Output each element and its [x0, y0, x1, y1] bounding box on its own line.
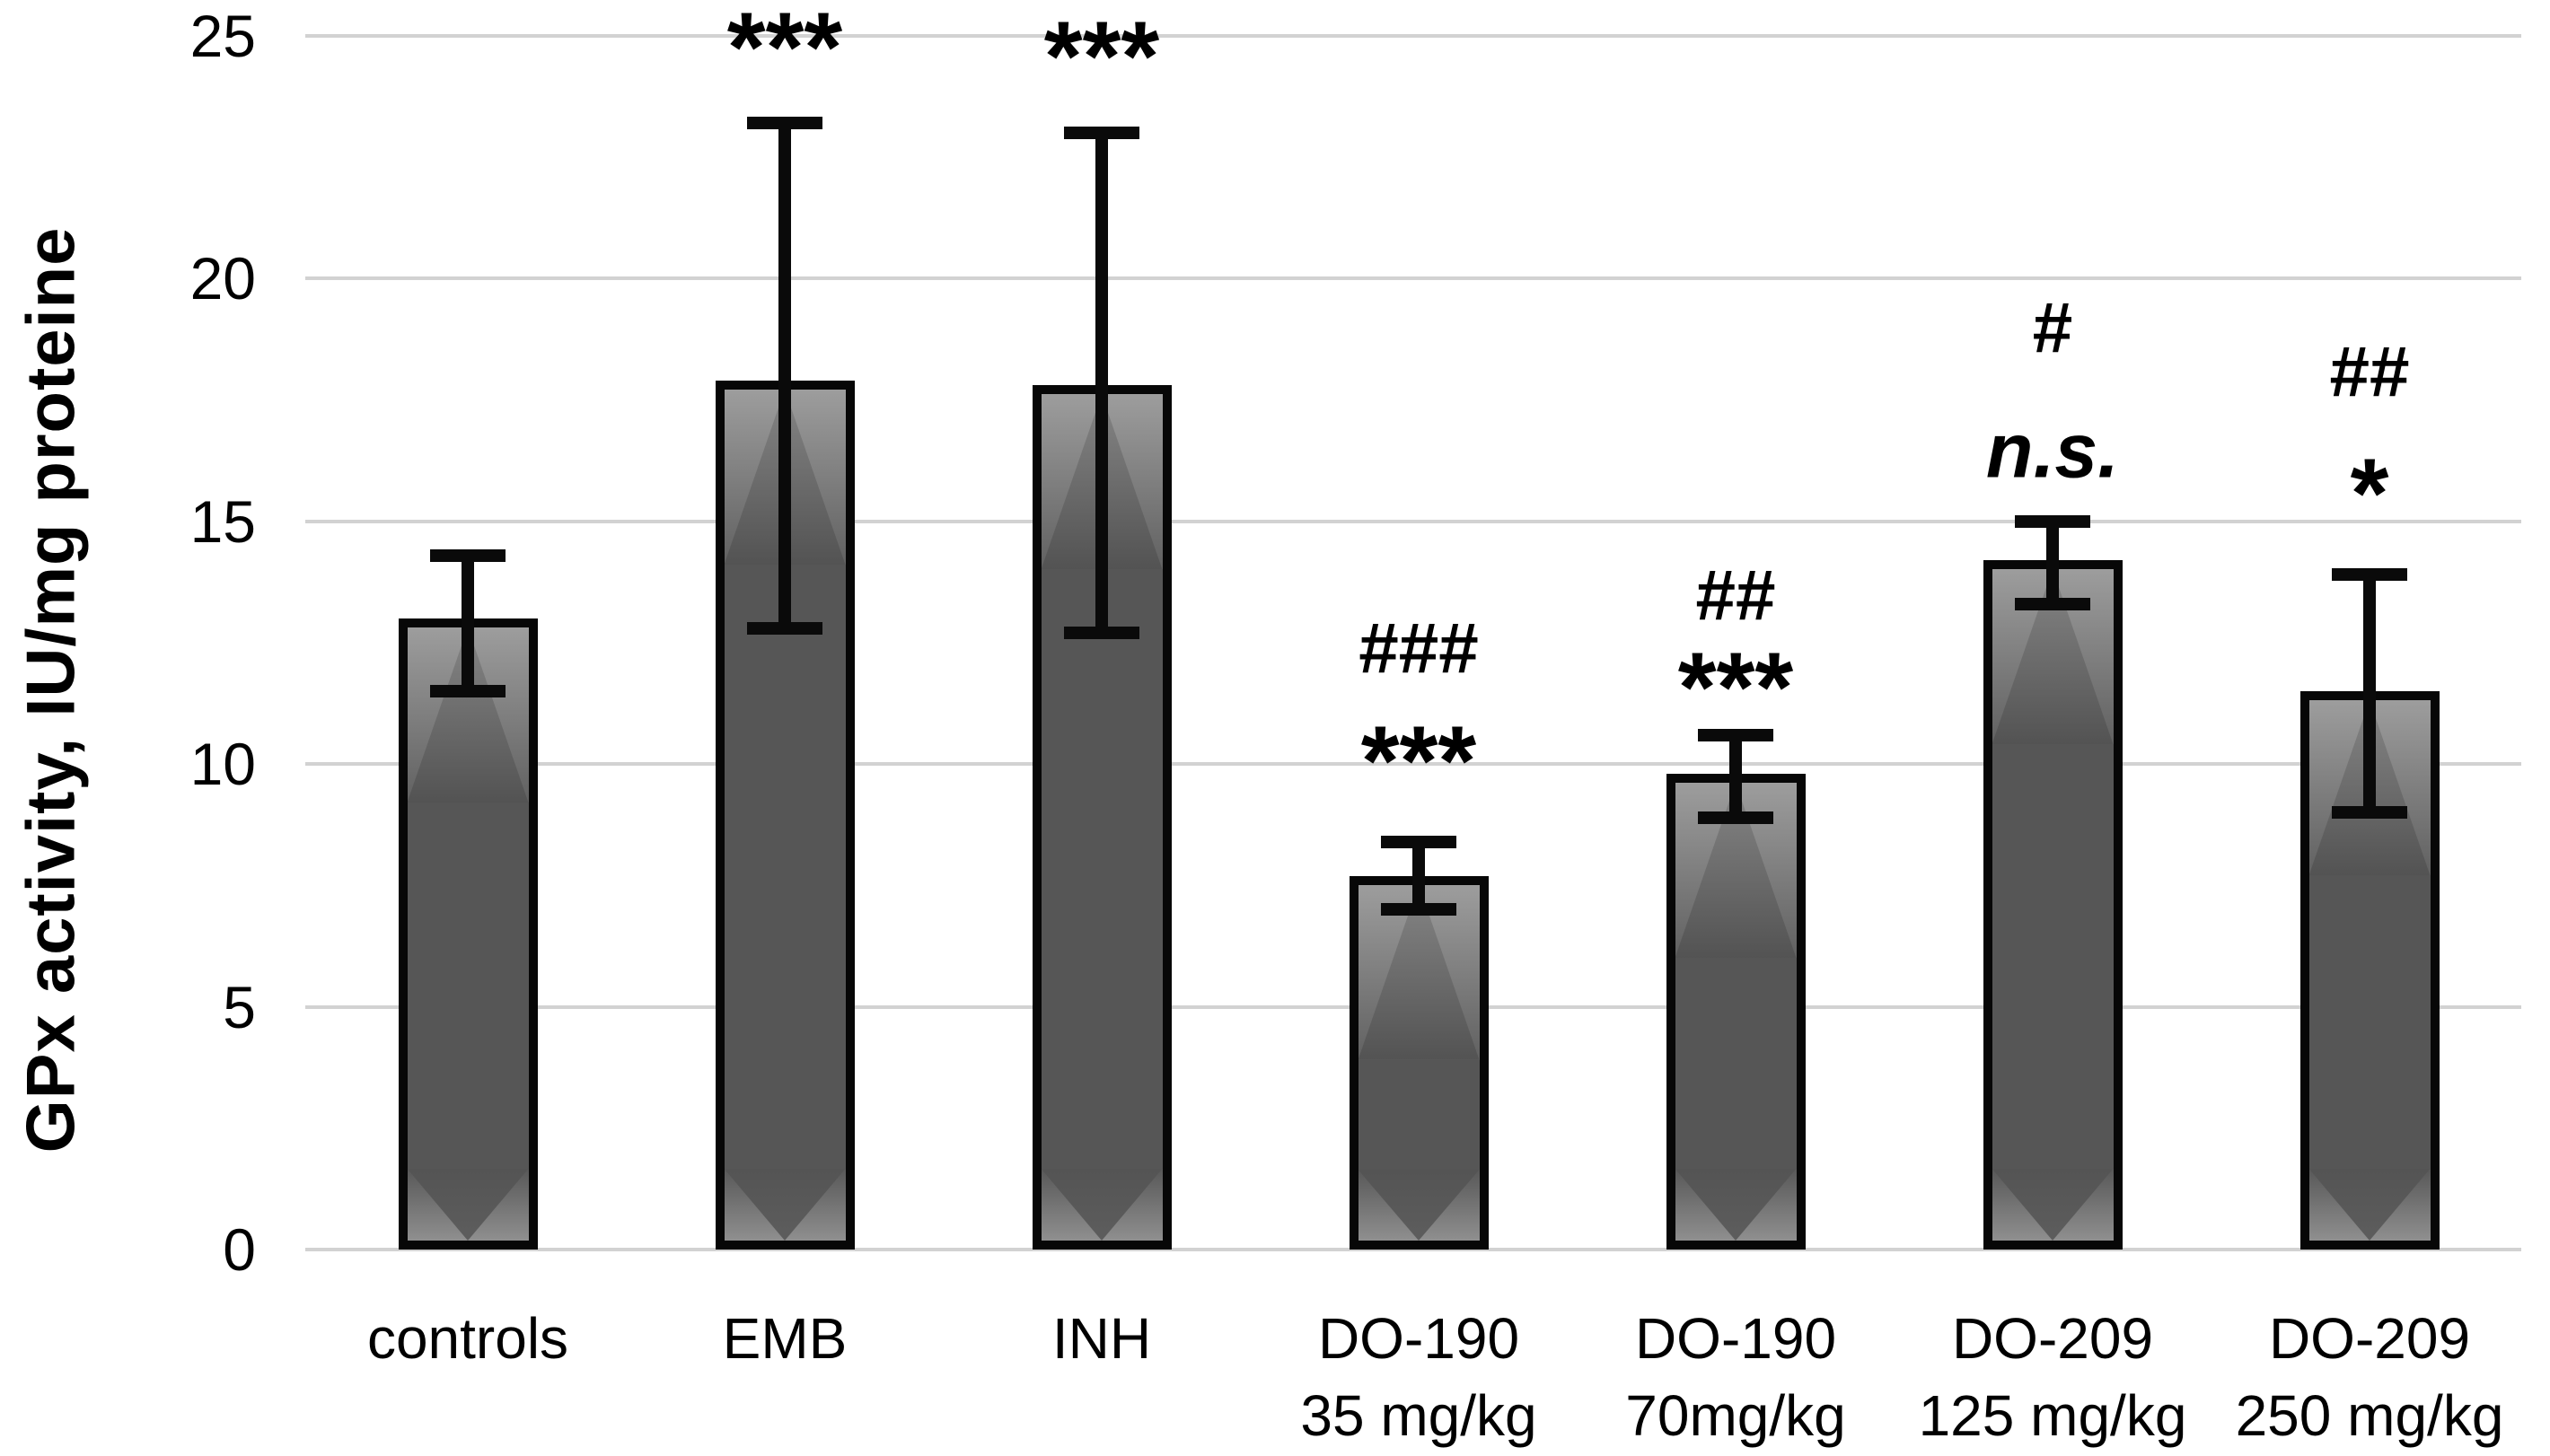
error-bar-cap-top	[430, 548, 506, 562]
error-bar-cap-top	[1381, 835, 1456, 848]
error-bar-cap-bottom	[747, 621, 822, 635]
error-bar-cap-bottom	[2332, 806, 2407, 820]
bar-bottom-bevel	[1992, 1168, 2114, 1241]
y-tick-label-10: 10	[189, 731, 256, 798]
error-bar-stem	[1412, 841, 1425, 910]
error-bar-cap-top	[1064, 127, 1139, 140]
x-axis-label-1: EMB	[723, 1300, 848, 1377]
annotation-stars-bar2: ***	[1043, 2, 1160, 113]
bar-bottom-bevel	[1675, 1168, 1797, 1241]
bar-bottom-bevel-shade	[724, 1168, 846, 1241]
error-bar-cap-bottom	[430, 685, 506, 698]
bar-bottom-bevel-shade	[1358, 1169, 1480, 1241]
error-bar-cap-top	[2332, 568, 2407, 582]
x-axis-label-line: 35 mg/kg	[1300, 1383, 1537, 1448]
error-bar-stem	[2363, 575, 2376, 813]
annotation-hash-bar4: ##	[1695, 554, 1776, 635]
annotation-stars-bar1: ***	[726, 0, 843, 103]
error-bar-cap-top	[2015, 514, 2090, 528]
bar-bottom-bevel	[1041, 1168, 1163, 1241]
error-bar-cap-bottom	[1381, 903, 1456, 917]
error-bar-cap-top	[1698, 728, 1773, 741]
bar-bottom-bevel	[724, 1168, 846, 1241]
y-tick-label-20: 20	[189, 245, 256, 312]
x-axis-label-4: DO-190 70mg/kg	[1625, 1300, 1845, 1454]
bar-bottom-bevel-shade	[2308, 1168, 2431, 1241]
x-axis-label-line: DO-190	[1634, 1306, 1837, 1371]
x-axis-label-line: DO-190	[1317, 1306, 1520, 1371]
bar-bottom-bevel-shade	[1992, 1168, 2114, 1241]
annotation-stars-bar4: ***	[1677, 633, 1794, 744]
y-tick-label-5: 5	[223, 973, 256, 1040]
bar-bottom-bevel	[2308, 1168, 2431, 1241]
x-axis-label-6: DO-209 250 mg/kg	[2236, 1300, 2504, 1454]
x-axis-label-line: 250 mg/kg	[2235, 1383, 2504, 1448]
bar-bottom-bevel	[1358, 1169, 1480, 1241]
bar-bottom-bevel-shade	[407, 1168, 529, 1241]
error-bar-cap-bottom	[1064, 627, 1139, 640]
bar-bottom-bevel-shade	[1675, 1168, 1797, 1241]
y-tick-label-0: 0	[223, 1216, 256, 1283]
annotation-stars-bar6: *	[2350, 438, 2389, 549]
x-axis-label-line: controls	[366, 1306, 569, 1371]
gridline-10	[305, 762, 2521, 767]
error-bar-stem	[1095, 133, 1108, 634]
bar-controls	[398, 618, 538, 1250]
annotation-hash-bar5: #	[2032, 287, 2073, 368]
error-bar-stem	[2046, 521, 2059, 604]
x-axis-label-line: 125 mg/kg	[1918, 1383, 2187, 1448]
y-tick-label-25: 25	[189, 3, 256, 69]
annotation-ns-bar5: n.s.	[1985, 408, 2120, 495]
error-bar-cap-top	[747, 117, 822, 130]
bar-bottom-bevel	[407, 1168, 529, 1241]
x-axis-label-line: EMB	[722, 1306, 848, 1371]
annotation-hash-bar3: ###	[1359, 608, 1479, 689]
gridline-0	[305, 1248, 2521, 1251]
x-axis-label-5: DO-209 125 mg/kg	[1919, 1300, 2187, 1454]
gridline-25	[305, 34, 2521, 38]
error-bar-stem	[462, 555, 474, 692]
annotation-hash-bar6: ##	[2329, 331, 2410, 412]
bar-do-190-3	[1349, 875, 1489, 1250]
error-bar-cap-bottom	[2015, 597, 2090, 610]
error-bar-stem	[1729, 734, 1742, 818]
annotation-stars-bar3: ***	[1360, 706, 1477, 817]
gridline-15	[305, 519, 2521, 523]
x-axis-label-line: INH	[1051, 1306, 1152, 1371]
gridline-20	[305, 276, 2521, 281]
x-axis-label-line: 70mg/kg	[1625, 1383, 1846, 1448]
bar-do-209-5	[1983, 560, 2123, 1250]
x-axis-label-2: INH	[1052, 1300, 1151, 1377]
x-axis-label-0: controls	[367, 1300, 568, 1377]
bar-do-190-4	[1666, 774, 1806, 1250]
error-bar-cap-bottom	[1698, 811, 1773, 824]
bar-bottom-bevel-shade	[1041, 1168, 1163, 1241]
x-axis-label-3: DO-190 35 mg/kg	[1300, 1300, 1536, 1454]
x-axis-label-line: DO-209	[1951, 1306, 2154, 1371]
error-bar-stem	[778, 123, 791, 628]
x-axis-label-line: DO-209	[2268, 1306, 2471, 1371]
y-tick-label-15: 15	[189, 487, 256, 555]
